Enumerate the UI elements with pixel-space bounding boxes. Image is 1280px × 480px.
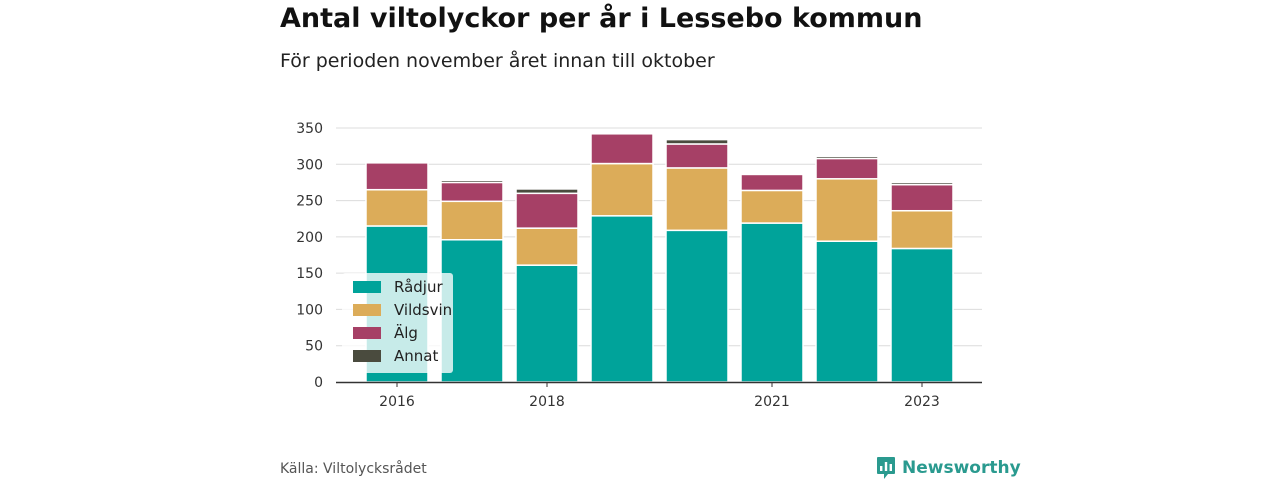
- bar-segment: [440, 181, 504, 203]
- bar-segment: [890, 181, 954, 186]
- y-tick-label: 150: [296, 266, 323, 282]
- bar-segment: [815, 178, 879, 242]
- bar-segment: [815, 155, 879, 160]
- bar-segment: [515, 264, 579, 383]
- bar-segment: [665, 143, 729, 169]
- legend-swatch: [353, 304, 381, 316]
- bar-segment: [815, 157, 879, 180]
- legend-swatch: [353, 281, 381, 293]
- chart-title: Antal viltolyckor per år i Lessebo kommu…: [280, 3, 923, 34]
- y-tick-label: 100: [296, 302, 323, 318]
- bar-segment: [365, 188, 429, 227]
- y-tick-label: 350: [296, 121, 323, 137]
- newsworthy-logo-icon: [877, 457, 895, 479]
- bar-segment: [740, 189, 804, 224]
- y-tick-label: 50: [305, 339, 323, 355]
- bar-segment: [515, 192, 579, 229]
- brand-name: Newsworthy: [902, 458, 1021, 478]
- source-note: Källa: Viltolycksrådet: [280, 461, 427, 477]
- bar-segment: [515, 227, 579, 266]
- legend-box: [342, 273, 453, 373]
- bar-segment: [365, 162, 429, 191]
- legend-label: Älg: [394, 323, 418, 342]
- bar-segment: [890, 209, 954, 250]
- bar-segment: [890, 247, 954, 383]
- x-tick-label: 2023: [904, 394, 940, 410]
- bar-segment: [740, 173, 804, 192]
- bar-segment: [740, 222, 804, 383]
- bar-segment: [515, 188, 579, 195]
- y-tick-label: 200: [296, 230, 323, 246]
- x-tick-label: 2021: [754, 394, 790, 410]
- y-tick-label: 0: [314, 375, 323, 391]
- legend-label: Vildsvin: [394, 301, 452, 319]
- legend-swatch: [353, 327, 381, 339]
- bar-segment: [665, 229, 729, 383]
- legend-label: Rådjur: [394, 278, 443, 296]
- legend-swatch: [353, 350, 381, 362]
- bar-segment: [440, 200, 504, 241]
- y-tick-label: 300: [296, 157, 323, 173]
- bar-segment: [590, 133, 654, 165]
- bar-segment: [590, 162, 654, 217]
- brand-logo[interactable]: Newsworthy: [876, 455, 1021, 480]
- bar-segment: [590, 215, 654, 383]
- y-tick-label: 250: [296, 194, 323, 210]
- x-tick-label: 2016: [379, 394, 415, 410]
- bar-segment: [665, 138, 729, 145]
- x-tick-label: 2018: [529, 394, 565, 410]
- bar-segment: [440, 179, 504, 184]
- bar-segment: [815, 240, 879, 383]
- bar-segment: [890, 183, 954, 212]
- legend-label: Annat: [394, 347, 438, 365]
- chart-subtitle: För perioden november året innan till ok…: [280, 50, 715, 72]
- bar-segment: [665, 167, 729, 232]
